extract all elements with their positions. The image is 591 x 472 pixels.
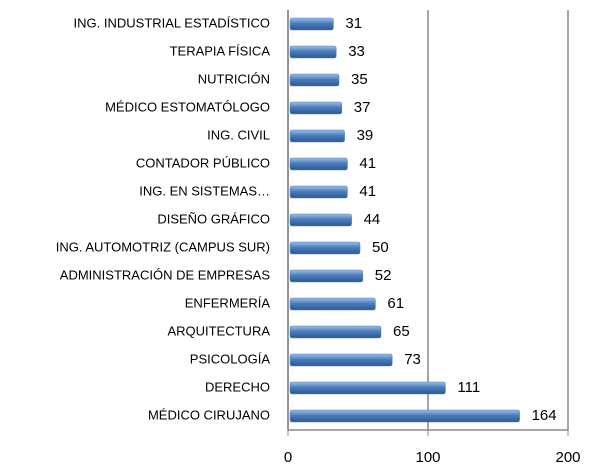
category-label: DISEÑO GRÁFICO [157, 211, 270, 226]
value-label: 41 [359, 183, 376, 200]
bar [289, 157, 348, 171]
bar [289, 269, 364, 283]
category-label: ADMINISTRACIÓN DE EMPRESAS [60, 267, 271, 282]
bar [289, 213, 352, 227]
category-label: ARQUITECTURA [167, 323, 270, 338]
bar [289, 17, 334, 31]
value-label: 41 [359, 155, 376, 172]
bar [289, 381, 446, 395]
bar [289, 101, 343, 115]
bar [289, 409, 520, 423]
category-label: MÉDICO ESTOMATÓLOGO [105, 99, 270, 114]
bar [289, 129, 345, 143]
bar [289, 241, 361, 255]
category-label: TERAPIA FÍSICA [170, 43, 271, 58]
value-label: 65 [393, 323, 410, 340]
category-label: ING. AUTOMOTRIZ (CAMPUS SUR) [56, 239, 270, 254]
category-label: ENFERMERÍA [185, 295, 271, 310]
value-label: 39 [357, 127, 374, 144]
bar [289, 353, 393, 367]
value-label: 31 [345, 15, 362, 32]
bar [289, 185, 348, 199]
category-label: DERECHO [205, 379, 270, 394]
x-tick-label: 100 [415, 449, 440, 466]
bar [289, 73, 340, 87]
value-label: 52 [375, 267, 392, 284]
value-label: 35 [351, 71, 368, 88]
value-label: 164 [532, 407, 557, 424]
x-tick-label: 200 [555, 449, 580, 466]
category-label: MÉDICO CIRUJANO [148, 407, 270, 422]
category-label: NUTRICIÓN [198, 71, 270, 86]
category-label: CONTADOR PÚBLICO [136, 155, 270, 170]
value-label: 111 [457, 379, 480, 396]
value-label: 44 [364, 211, 381, 228]
bar [289, 45, 337, 59]
value-label: 37 [354, 99, 371, 116]
bar [289, 325, 382, 339]
value-label: 50 [372, 239, 389, 256]
bar [289, 297, 376, 311]
value-label: 73 [404, 351, 421, 368]
category-label: ING. INDUSTRIAL ESTADÍSTICO [74, 15, 270, 30]
category-label: ING. CIVIL [207, 127, 270, 142]
category-label: PSICOLOGÍA [190, 351, 271, 366]
value-label: 33 [348, 43, 365, 60]
category-label: ING. EN SISTEMAS… [139, 183, 270, 198]
x-tick-label: 0 [284, 449, 292, 466]
value-label: 61 [387, 295, 404, 312]
